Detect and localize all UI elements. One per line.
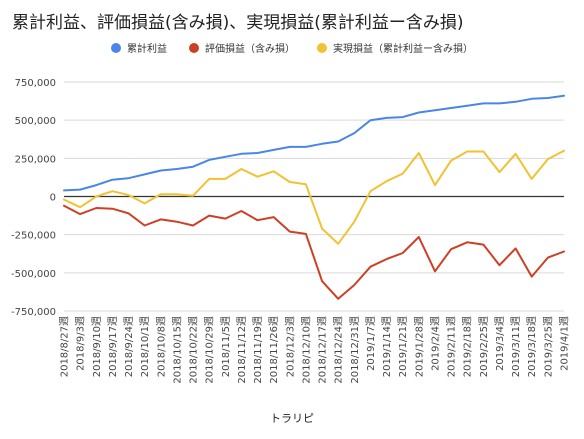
- legend-swatch: [317, 42, 327, 53]
- legend-swatch: [189, 42, 199, 53]
- x-tick-label: 2018/8/27週: [59, 316, 71, 377]
- x-tick-label: 2018/10/29週: [204, 316, 216, 384]
- x-tick-label: 2018/10/22週: [188, 316, 200, 384]
- x-tick-label: 2019/1/28週: [413, 316, 425, 377]
- chart-title: 累計利益、評価損益(含み損)、実現損益(累計利益ー含み損): [12, 13, 464, 33]
- x-tick-label: 2019/1/7週: [365, 316, 377, 371]
- x-tick-label: 2018/12/24週: [333, 316, 345, 384]
- legend-item-3: 実現損益（累計利益ー含み損）: [317, 40, 473, 55]
- x-tick-label: 2019/1/21週: [397, 316, 409, 377]
- x-tick-label: 2019/4/1週: [559, 316, 571, 371]
- chart-legend: 累計利益 評価損益（含み損） 実現損益（累計利益ー含み損）: [0, 40, 584, 55]
- legend-label: 評価損益（含み損）: [205, 44, 295, 55]
- x-tick-label: 2018/10/15週: [171, 316, 183, 384]
- series-line-2: [63, 204, 565, 300]
- x-tick-label: 2019/3/25週: [542, 316, 554, 377]
- x-tick-label: 2018/12/10週: [300, 316, 312, 384]
- x-tick-label: 2018/12/17週: [317, 316, 329, 384]
- legend-item-2: 評価損益（含み損）: [189, 40, 295, 55]
- x-tick-label: 2018/11/5週: [220, 316, 232, 377]
- x-tick-label: 2018/10/8週: [155, 316, 167, 377]
- y-tick-label: -500,000: [11, 269, 56, 280]
- y-tick-label: -250,000: [11, 231, 56, 242]
- x-tick-label: 2018/12/31週: [349, 316, 361, 384]
- series-line-3: [63, 149, 565, 245]
- x-tick-label: 2019/2/18週: [462, 316, 474, 377]
- x-tick-label: 2018/12/3週: [284, 316, 296, 377]
- legend-label: 実現損益（累計利益ー含み損）: [333, 44, 473, 55]
- x-tick-label: 2019/3/4週: [494, 316, 506, 371]
- y-tick-label: 500,000: [15, 116, 56, 127]
- x-tick-label: 2018/9/24週: [123, 316, 135, 377]
- y-tick-label: 750,000: [15, 78, 56, 89]
- x-tick-label: 2018/11/19週: [252, 316, 264, 384]
- x-tick-label: 2019/2/4週: [429, 316, 441, 371]
- x-tick-label: 2019/1/14週: [381, 316, 393, 377]
- x-tick-label: 2018/9/17週: [107, 316, 119, 377]
- legend-item-1: 累計利益: [111, 40, 167, 55]
- x-tick-label: 2018/11/26週: [268, 316, 280, 384]
- y-tick-label: -750,000: [11, 307, 56, 318]
- x-tick-label: 2018/9/10週: [91, 316, 103, 377]
- x-tick-label: 2019/3/18週: [526, 316, 538, 377]
- x-tick-label: 2019/2/25週: [478, 316, 490, 377]
- y-tick-label: 0: [50, 193, 56, 204]
- x-tick-label: 2018/9/3週: [75, 316, 87, 371]
- x-tick-label: 2019/2/11週: [446, 316, 458, 377]
- x-tick-label: 2018/11/12週: [236, 316, 248, 384]
- series-line-1: [63, 94, 565, 192]
- x-tick-label: 2018/10/1週: [139, 316, 151, 377]
- legend-swatch: [111, 42, 121, 53]
- x-axis-title: トラリピ: [270, 412, 314, 425]
- x-tick-label: 2019/3/11週: [510, 316, 522, 377]
- legend-label: 累計利益: [127, 44, 167, 55]
- y-tick-label: 250,000: [15, 154, 56, 165]
